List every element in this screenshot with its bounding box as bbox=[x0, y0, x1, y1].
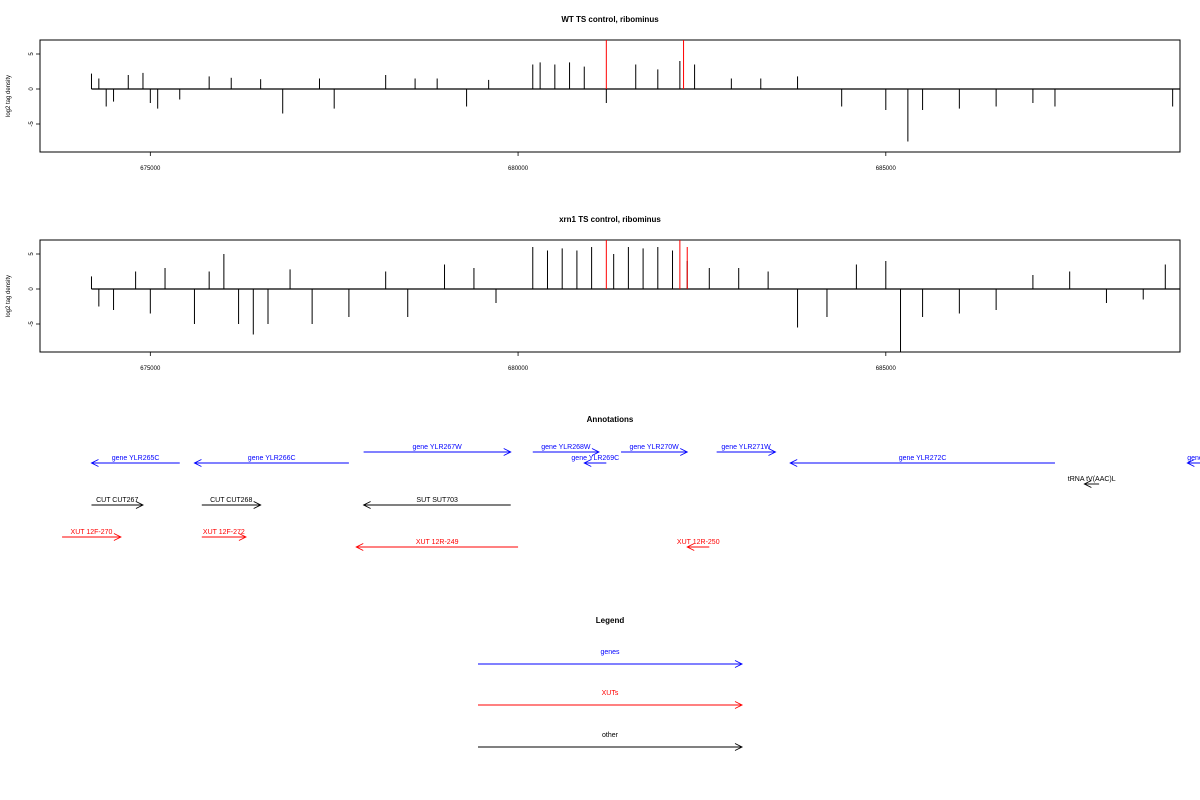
feature-label: gene YLR267W bbox=[413, 444, 463, 451]
feature-arrowhead bbox=[113, 533, 122, 541]
feature-arrowhead bbox=[90, 459, 99, 467]
plot-frame bbox=[39, 239, 1181, 353]
x-tick-label: 685000 bbox=[876, 166, 897, 172]
feature-arrowhead bbox=[362, 501, 371, 509]
feature-arrowhead bbox=[193, 459, 202, 467]
legend-item-label: XUTs bbox=[602, 690, 619, 697]
feature-label: gene bbox=[1187, 455, 1200, 462]
wt-track-panel: WT TS control, ribominus -5 0 5 log2 tag den… bbox=[6, 15, 1181, 172]
feature-label: CUT CUT267 bbox=[96, 497, 138, 504]
feature-label: gene YLR269C bbox=[571, 455, 619, 462]
feature-arrowhead bbox=[591, 448, 600, 456]
feature-arrowhead bbox=[355, 543, 364, 551]
legend-arrowhead bbox=[734, 743, 744, 751]
x-tick-label: 675000 bbox=[140, 366, 161, 372]
y-tick-label: 0 bbox=[29, 287, 35, 291]
feature-label: XUT 12R-250 bbox=[677, 539, 720, 546]
feature-label: XUT 12F-272 bbox=[203, 529, 245, 536]
annotations-panel: Annotations gene YLR265C gene YLR266C gene … bbox=[62, 415, 1200, 551]
feature-arrowhead bbox=[238, 533, 247, 541]
feature-label: gene YLR272C bbox=[899, 455, 947, 462]
x-tick-label: 680000 bbox=[508, 366, 529, 372]
feature-arrowhead bbox=[686, 543, 695, 551]
legend-arrowhead bbox=[734, 660, 744, 668]
feature-label: tRNA tV(AAC)L bbox=[1068, 476, 1116, 483]
x-tick-label: 680000 bbox=[508, 166, 529, 172]
y-tick-label: 5 bbox=[29, 252, 35, 256]
feature-label: XUT 12R-249 bbox=[416, 539, 459, 546]
feature-arrowhead bbox=[768, 448, 777, 456]
x-tick-label: 675000 bbox=[140, 166, 161, 172]
feature-label: gene YLR271W bbox=[721, 444, 771, 451]
y-tick-label: -5 bbox=[29, 321, 35, 327]
y-tick-label: 0 bbox=[29, 87, 35, 91]
panel-title: WT TS control, ribominus bbox=[561, 15, 659, 24]
plot-frame bbox=[39, 39, 1181, 153]
legend-item-label: other bbox=[602, 732, 619, 739]
annotations-title: Annotations bbox=[587, 415, 634, 424]
xrn1-track-panel: xrn1 TS control, ribominus -5 0 5 log2 tag d… bbox=[6, 215, 1181, 372]
feature-label: SUT SUT703 bbox=[416, 497, 458, 504]
feature-label: CUT CUT268 bbox=[210, 497, 252, 504]
legend-item-label: genes bbox=[600, 649, 620, 656]
legend-panel: Legend genes XUTs other bbox=[478, 616, 744, 751]
feature-arrowhead bbox=[253, 501, 262, 509]
legend-arrowhead bbox=[734, 701, 744, 709]
feature-arrowhead bbox=[1083, 480, 1092, 488]
feature-arrowhead bbox=[680, 448, 689, 456]
feature-arrowhead bbox=[1186, 459, 1195, 467]
feature-label: XUT 12F-270 bbox=[71, 529, 113, 536]
y-axis-label: log2 tag density bbox=[6, 275, 12, 317]
y-tick-label: -5 bbox=[29, 121, 35, 127]
feature-arrowhead bbox=[583, 459, 592, 467]
feature-label: gene YLR266C bbox=[248, 455, 296, 462]
panel-title: xrn1 TS control, ribominus bbox=[559, 215, 661, 224]
feature-label: gene YLR268W bbox=[541, 444, 591, 451]
y-tick-label: 5 bbox=[29, 52, 35, 56]
feature-label: gene YLR270W bbox=[629, 444, 679, 451]
feature-label: gene YLR265C bbox=[112, 455, 160, 462]
feature-arrowhead bbox=[789, 459, 798, 467]
legend-title: Legend bbox=[596, 616, 625, 625]
x-tick-label: 685000 bbox=[876, 366, 897, 372]
feature-arrowhead bbox=[135, 501, 144, 509]
feature-arrowhead bbox=[503, 448, 512, 456]
y-axis-label: log2 tag density bbox=[6, 75, 12, 117]
